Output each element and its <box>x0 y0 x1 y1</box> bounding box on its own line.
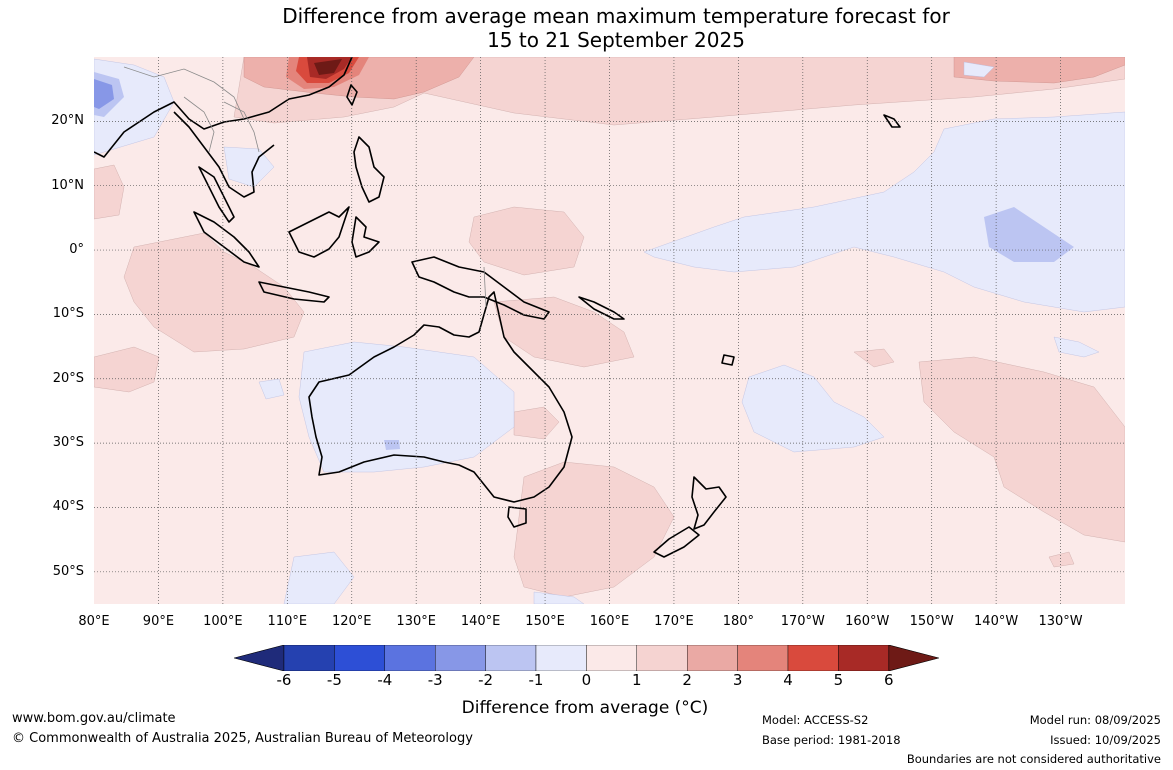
lon-label: 160°E <box>589 614 630 629</box>
colorbar-tick-label: -4 <box>377 671 393 689</box>
lat-label: 50°S <box>52 563 84 579</box>
colorbar-tick-label: -1 <box>528 671 544 689</box>
colorbar-segment <box>636 644 688 672</box>
map-title: Difference from average mean maximum tem… <box>0 4 1173 52</box>
coastline-tasmania <box>507 506 527 528</box>
colorbar-tick-label: 5 <box>833 671 844 689</box>
lat-label: 30°S <box>52 435 84 451</box>
colorbar-segment <box>535 644 587 672</box>
colorbar-tick-label: -6 <box>276 671 292 689</box>
map-canvas <box>94 57 1125 604</box>
colorbar-segment <box>787 644 839 672</box>
coastline-java <box>258 281 330 303</box>
base-period: Base period: 1981-2018 <box>762 733 901 747</box>
lon-label: 170°W <box>780 614 825 629</box>
colorbar-segment <box>687 644 738 672</box>
lon-label: 150°W <box>909 614 954 629</box>
country-borders <box>123 66 487 308</box>
anomaly-neg-2-3-region <box>94 79 114 109</box>
lon-label: 130°W <box>1038 614 1083 629</box>
issued-date: Issued: 10/09/2025 <box>1050 733 1161 747</box>
colorbar-tick-label: -2 <box>478 671 494 689</box>
lon-label: 110°E <box>267 614 308 629</box>
copyright-text: © Commonwealth of Australia 2025, Austra… <box>12 731 473 746</box>
graticule <box>94 57 1125 604</box>
colorbar-extension-high <box>888 644 940 672</box>
coastlines <box>94 57 901 558</box>
coastline-fiji <box>721 354 735 366</box>
coastline-nz-south <box>653 526 700 558</box>
title-line-1: Difference from average mean maximum tem… <box>282 4 950 28</box>
coastline-new-guinea <box>411 256 550 320</box>
colorbar <box>232 644 940 672</box>
coastline-philippines <box>353 136 385 203</box>
colorbar-segment <box>283 644 335 672</box>
lon-label: 120°E <box>331 614 372 629</box>
colorbar-label: Difference from average (°C) <box>461 698 709 718</box>
lat-label: 20°N <box>51 113 84 129</box>
coastline-australia <box>308 291 573 503</box>
colorbar-tick-label: 3 <box>732 671 743 689</box>
lon-label: 100°E <box>203 614 243 629</box>
lat-label: 20°S <box>52 370 84 386</box>
lon-label: 160°W <box>845 614 890 629</box>
coastline-borneo <box>288 206 350 258</box>
coastline-indochina <box>173 111 275 198</box>
colorbar-tick-label: 2 <box>682 671 692 689</box>
model-name: Model: ACCESS-S2 <box>762 713 869 727</box>
forecast-map <box>94 57 1125 604</box>
colorbar-tick-label: 0 <box>581 671 592 689</box>
colorbar-segment <box>838 644 890 672</box>
lat-label: 10°S <box>52 306 84 322</box>
lon-label: 140°W <box>974 614 1019 629</box>
lon-label: 150°E <box>525 614 565 629</box>
colorbar-tick-label: 4 <box>783 671 793 689</box>
lon-label: 170°E <box>654 614 694 629</box>
website-link[interactable]: www.bom.gov.au/climate <box>12 711 176 726</box>
coastline-malay-peninsula <box>198 166 235 223</box>
coastline-sulawesi <box>351 216 380 258</box>
lat-label: 10°N <box>51 177 84 193</box>
lon-label: 140°E <box>460 614 501 629</box>
anomaly-neg-0-1-regions <box>94 58 1125 604</box>
coastline-asia <box>94 57 353 158</box>
colorbar-segment <box>384 644 436 672</box>
coastline-nz-north <box>691 476 727 530</box>
colorbar-segment <box>737 644 789 672</box>
lon-label: 80°E <box>78 614 110 629</box>
lon-label: 90°E <box>142 614 175 629</box>
colorbar-graphic <box>232 644 940 672</box>
coastline-sumatra <box>193 211 260 268</box>
lon-label: 180° <box>722 614 755 629</box>
colorbar-segment <box>434 644 486 672</box>
colorbar-extension-low <box>232 644 285 672</box>
coastline-solomons <box>578 296 625 320</box>
model-run: Model run: 08/09/2025 <box>1029 713 1161 727</box>
colorbar-tick-label: 1 <box>632 671 642 689</box>
title-line-2: 15 to 21 September 2025 <box>487 28 745 52</box>
coastline-hawaii <box>883 114 901 128</box>
colorbar-tick-label: 6 <box>884 671 894 689</box>
colorbar-tick-label: -3 <box>427 671 443 689</box>
colorbar-segment <box>485 644 537 672</box>
boundaries-disclaimer: Boundaries are not considered authoritat… <box>906 752 1161 766</box>
lon-label: 130°E <box>396 614 436 629</box>
colorbar-segment <box>334 644 386 672</box>
colorbar-tick-label: -5 <box>326 671 342 689</box>
colorbar-segment <box>586 644 637 672</box>
lat-label: 40°S <box>52 499 84 515</box>
lat-label: 0° <box>69 242 84 258</box>
